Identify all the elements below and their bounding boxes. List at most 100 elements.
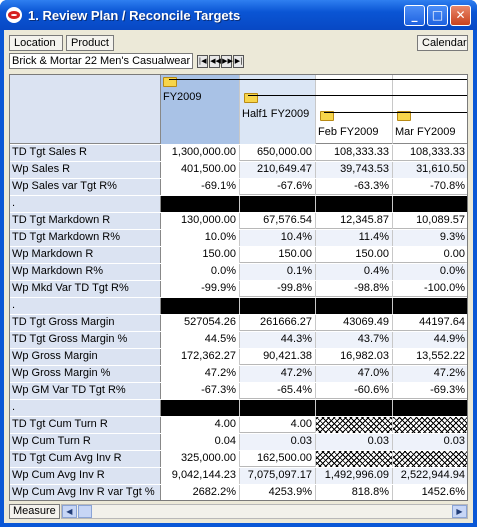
table-cell[interactable]: -65.4% [240,383,316,399]
row-label[interactable]: Wp GM Var TD Tgt R% [10,383,161,399]
row-label[interactable]: . [10,196,161,212]
table-cell[interactable]: 0.03 [393,434,467,450]
table-cell[interactable]: 4.00 [240,417,316,433]
table-cell[interactable]: 4253.9% [240,485,316,500]
scroll-right-icon[interactable]: ▶ [452,505,467,518]
table-cell[interactable]: 108,333.33 [316,145,393,161]
table-cell[interactable]: 818.8% [316,485,393,500]
row-label[interactable]: Wp Markdown R% [10,264,161,280]
table-cell[interactable]: 44.5% [161,332,240,348]
row-label[interactable]: Wp Sales R [10,162,161,178]
table-cell[interactable]: 44197.64 [393,315,467,331]
table-cell[interactable]: 90,421.38 [240,349,316,365]
table-cell[interactable]: 47.2% [161,366,240,382]
table-cell[interactable]: 0.4% [316,264,393,280]
table-cell[interactable] [240,196,316,212]
row-label[interactable]: TD Tgt Cum Avg Inv R [10,451,161,467]
table-cell[interactable]: -63.3% [316,179,393,195]
table-cell[interactable]: 13,552.22 [393,349,467,365]
table-cell[interactable]: -98.8% [316,281,393,297]
table-cell[interactable]: 9.3% [393,230,467,246]
scroll-thumb[interactable] [77,505,92,518]
row-label[interactable]: Wp Cum Avg Inv R [10,468,161,484]
table-cell[interactable]: 10.0% [161,230,240,246]
table-cell[interactable]: 162,500.00 [240,451,316,467]
table-cell[interactable] [161,298,240,314]
table-cell[interactable] [393,451,467,467]
row-label[interactable]: Wp Gross Margin % [10,366,161,382]
row-label[interactable]: Wp Gross Margin [10,349,161,365]
scroll-left-icon[interactable]: ◀ [61,505,77,518]
table-cell[interactable]: 10,089.57 [393,213,467,229]
table-cell[interactable]: 1,492,996.09 [316,468,393,484]
row-label[interactable]: . [10,400,161,416]
table-cell[interactable]: 2,522,944.94 [393,468,467,484]
table-cell[interactable] [240,298,316,314]
table-cell[interactable]: 0.1% [240,264,316,280]
row-label[interactable]: Wp Sales var Tgt R% [10,179,161,195]
row-label[interactable]: TD Tgt Gross Margin [10,315,161,331]
table-cell[interactable]: 0.00 [393,247,467,263]
table-cell[interactable]: 44.3% [240,332,316,348]
table-cell[interactable]: -69.1% [161,179,240,195]
row-label[interactable]: Wp Cum Avg Inv R var Tgt % [10,485,161,500]
table-cell[interactable]: -67.6% [240,179,316,195]
table-cell[interactable] [316,298,393,314]
row-label[interactable]: TD Tgt Gross Margin % [10,332,161,348]
table-cell[interactable]: 4.00 [161,417,240,433]
table-cell[interactable]: 150.00 [316,247,393,263]
column-header-half1-fy2009[interactable]: Half1 FY2009 [240,75,316,144]
table-cell[interactable]: 0.04 [161,434,240,450]
table-cell[interactable]: 47.0% [316,366,393,382]
column-header-fy2009[interactable]: FY2009 [161,75,240,144]
table-cell[interactable]: 44.9% [393,332,467,348]
table-cell[interactable]: 527054.26 [161,315,240,331]
table-cell[interactable] [316,451,393,467]
table-cell[interactable]: 650,000.00 [240,145,316,161]
horizontal-scrollbar[interactable]: ◀ ▶ [60,504,468,519]
row-label[interactable]: TD Tgt Markdown R% [10,230,161,246]
table-cell[interactable]: 325,000.00 [161,451,240,467]
table-cell[interactable]: 261666.27 [240,315,316,331]
row-label[interactable]: Wp Cum Turn R [10,434,161,450]
table-cell[interactable]: 2682.2% [161,485,240,500]
table-cell[interactable]: 16,982.03 [316,349,393,365]
table-cell[interactable] [316,417,393,433]
table-cell[interactable] [316,196,393,212]
first-page-icon[interactable]: |◀ [197,54,209,68]
table-cell[interactable]: 0.0% [393,264,467,280]
row-label[interactable]: . [10,298,161,314]
row-label[interactable]: Wp Mkd Var TD Tgt R% [10,281,161,297]
table-cell[interactable]: 0.03 [240,434,316,450]
row-label[interactable]: Wp Markdown R [10,247,161,263]
location-button[interactable]: Location [9,35,63,51]
table-cell[interactable]: 10.4% [240,230,316,246]
table-cell[interactable]: 108,333.33 [393,145,467,161]
table-cell[interactable] [240,400,316,416]
table-cell[interactable]: 47.2% [393,366,467,382]
calendar-button[interactable]: Calendar [417,35,468,51]
row-label[interactable]: TD Tgt Sales R [10,145,161,161]
table-cell[interactable]: 39,743.53 [316,162,393,178]
table-cell[interactable]: -100.0% [393,281,467,297]
table-cell[interactable]: 12,345.87 [316,213,393,229]
table-cell[interactable]: -99.9% [161,281,240,297]
table-cell[interactable] [393,400,467,416]
maximize-button[interactable]: □ [427,4,448,26]
table-cell[interactable]: 401,500.00 [161,162,240,178]
minimize-button[interactable]: _ [404,4,425,26]
table-cell[interactable]: 11.4% [316,230,393,246]
column-header-feb-fy2009[interactable]: Feb FY2009 [316,75,393,144]
table-cell[interactable]: -99.8% [240,281,316,297]
last-page-icon[interactable]: ▶| [233,54,245,68]
table-cell[interactable]: 0.0% [161,264,240,280]
table-cell[interactable] [316,400,393,416]
table-cell[interactable]: 210,649.47 [240,162,316,178]
table-cell[interactable]: 1,300,000.00 [161,145,240,161]
table-cell[interactable] [161,196,240,212]
table-cell[interactable]: 9,042,144.23 [161,468,240,484]
measure-button[interactable]: Measure [9,504,60,519]
previous-page-icon[interactable]: ◀◀ [209,54,221,68]
table-cell[interactable]: -69.3% [393,383,467,399]
table-cell[interactable]: 150.00 [161,247,240,263]
